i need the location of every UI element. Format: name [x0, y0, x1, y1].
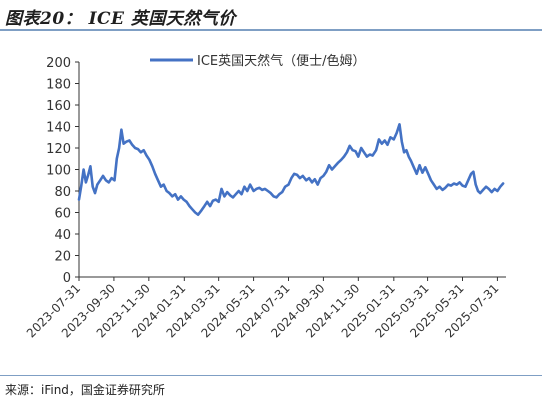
y-tick-label: 160: [46, 99, 71, 114]
y-tick-label: 40: [54, 228, 71, 243]
y-tick-label: 60: [54, 207, 71, 222]
y-tick-label: 20: [54, 250, 71, 265]
legend-label: ICE英国天然气（便士/色姆）: [197, 53, 366, 69]
figure-title: 图表20： ICE 英国天然气价: [5, 9, 236, 29]
y-tick-label: 80: [54, 185, 71, 200]
y-tick-label: 200: [46, 56, 71, 71]
y-axis: 0 20 40 60 80 100 120 140 160 180 200: [46, 56, 80, 286]
title-rule: [0, 29, 542, 31]
line-chart: ICE英国天然气（便士/色姆） 0 20 40 60 80 100 120 140 160 180…: [24, 53, 506, 340]
y-tick-label: 180: [46, 78, 71, 93]
y-tick-label: 140: [46, 121, 71, 136]
plot-area: [77, 123, 505, 216]
figure-source: 来源：iFind，国金证券研究所: [5, 383, 165, 397]
x-axis: 2023-07-312023-09-302023-11-302024-01-31…: [24, 276, 506, 340]
chart-legend: ICE英国天然气（便士/色姆）: [150, 53, 366, 69]
y-tick-label: 120: [46, 142, 71, 157]
source-rule: [0, 375, 542, 376]
y-tick-label: 0: [63, 271, 71, 286]
y-tick-label: 100: [46, 164, 71, 179]
series-line: [77, 123, 505, 216]
